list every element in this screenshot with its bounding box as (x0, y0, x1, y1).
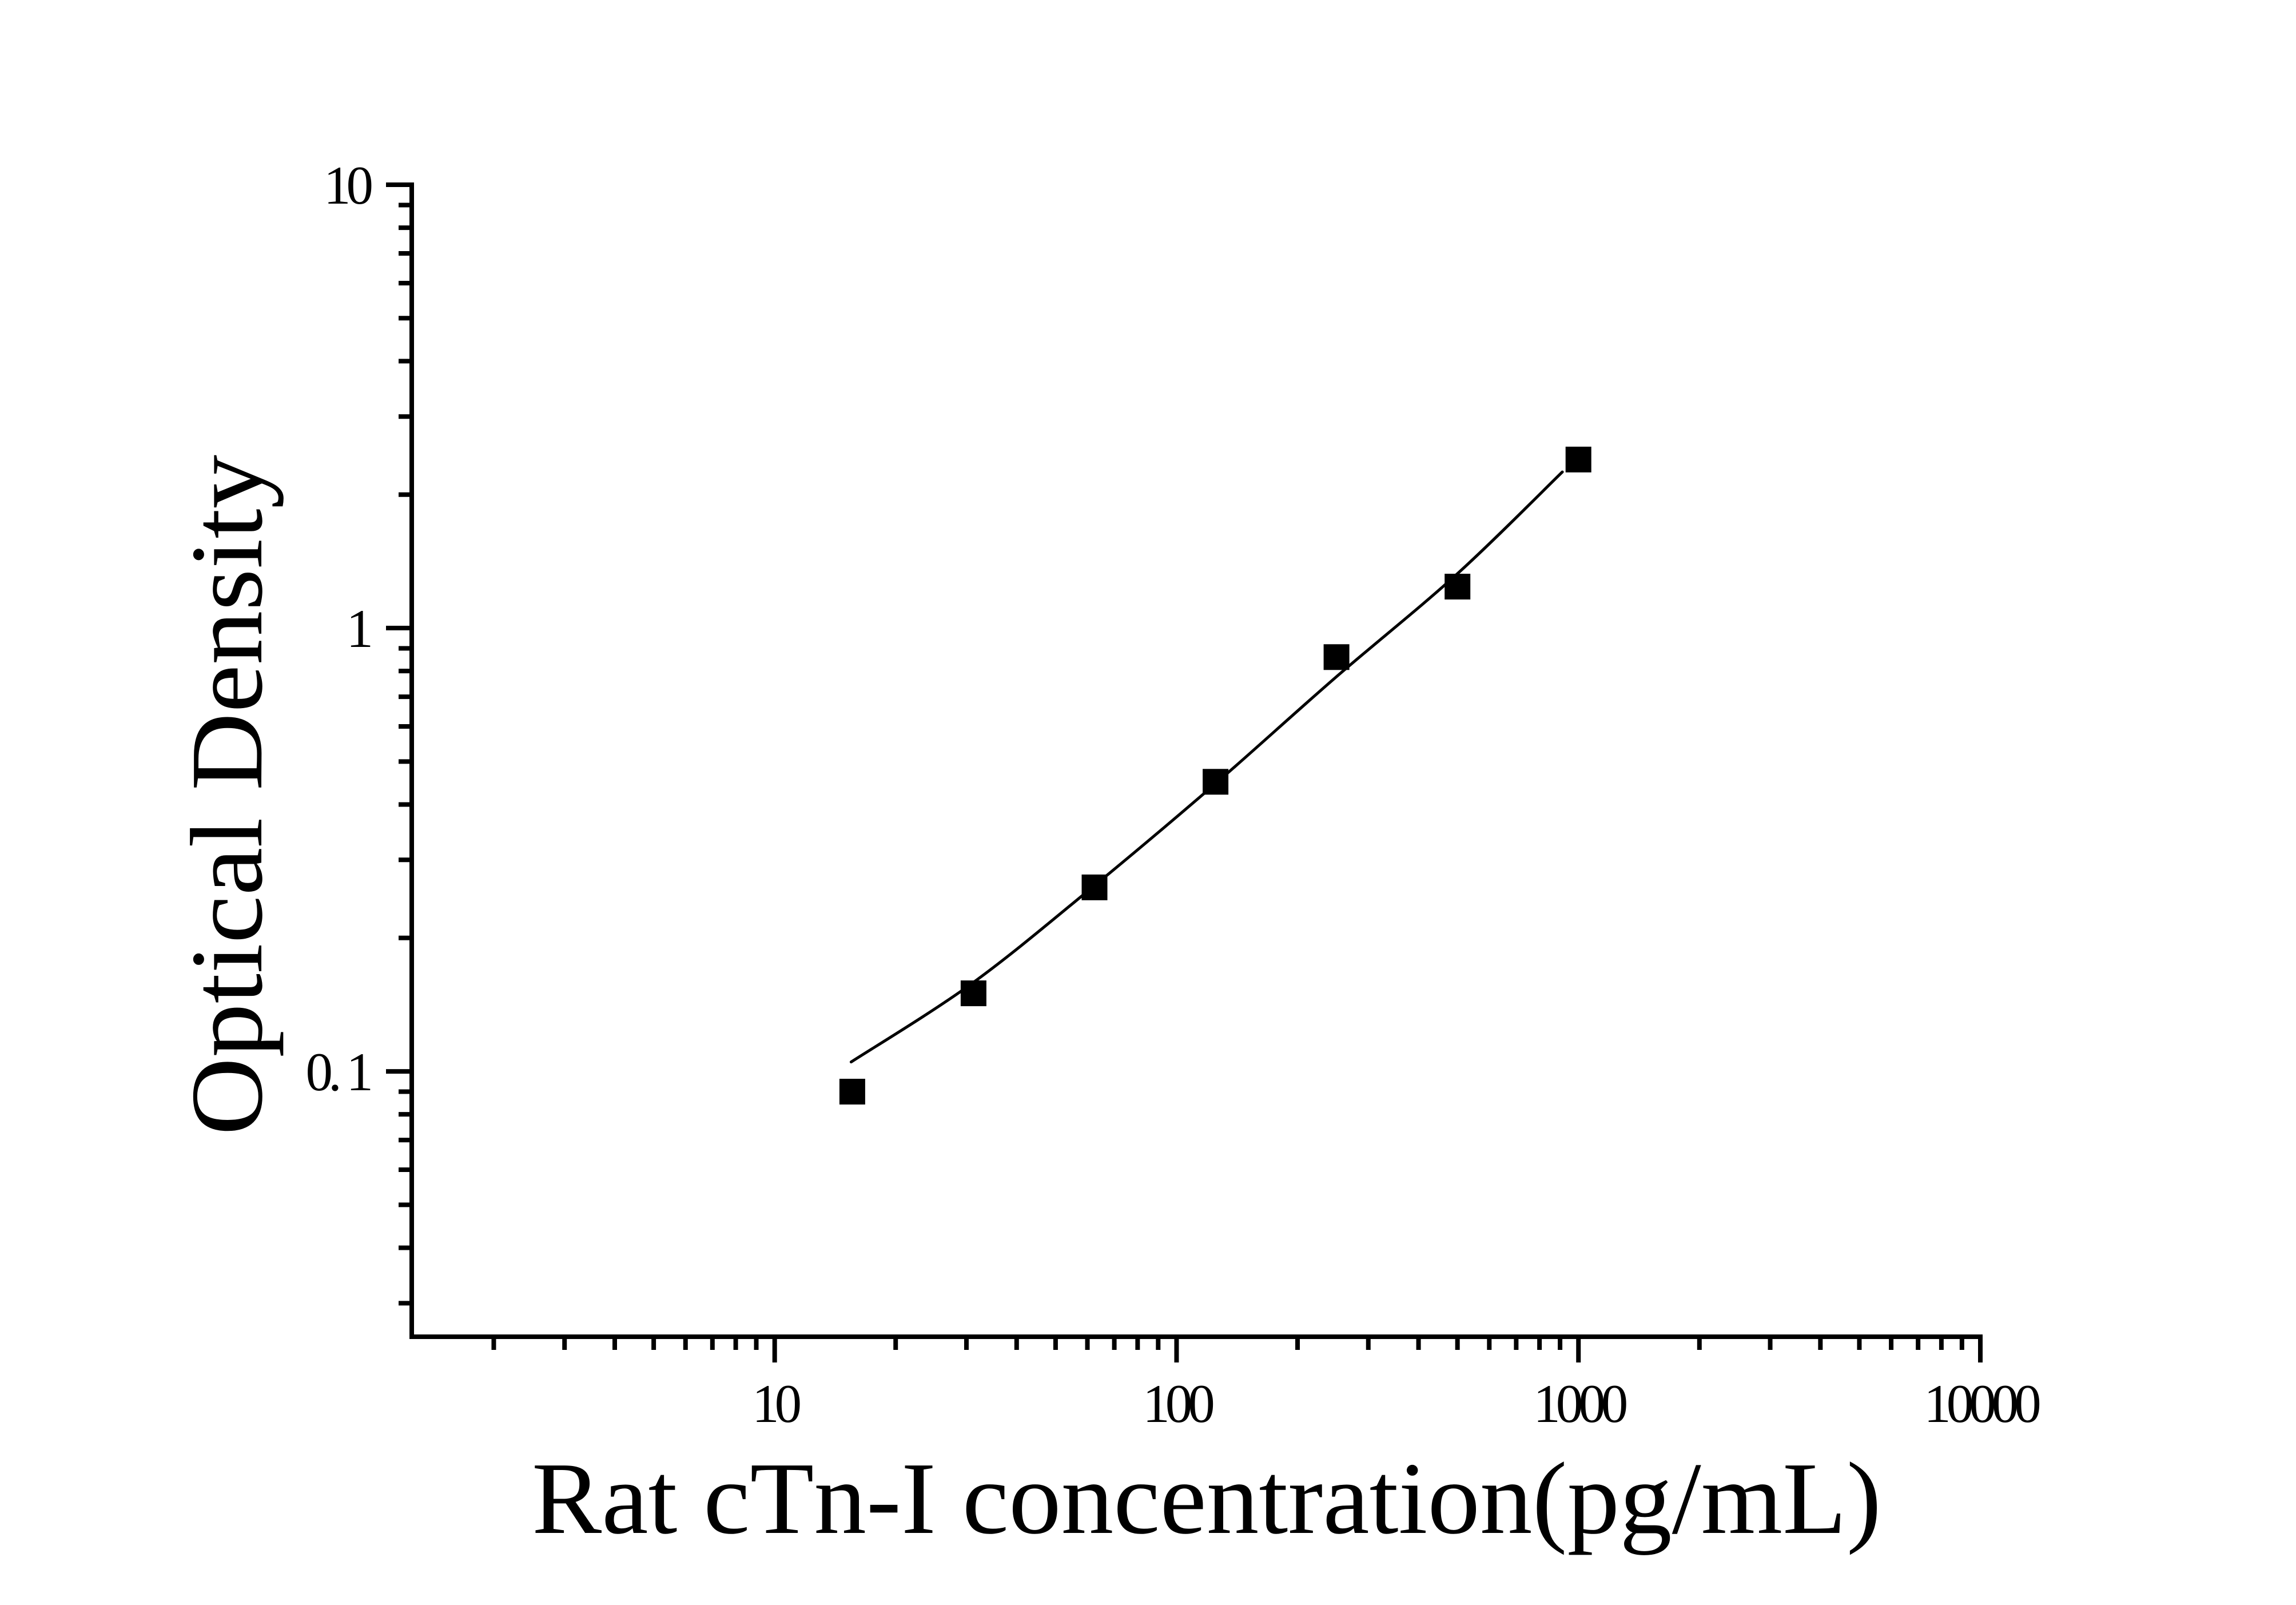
x-axis-tick-labels: 10 100 1000 10000 (752, 1373, 2044, 1434)
x-axis-major-ticks (772, 1337, 1983, 1362)
y-axis-tick-label: 0. 1 (306, 1042, 371, 1102)
axes-frame (409, 182, 1983, 1339)
data-point (960, 980, 986, 1007)
data-point (839, 1079, 865, 1105)
y-axis-title: Optical Density (170, 455, 284, 1135)
y-axis-minor-ticks (399, 202, 412, 1306)
standard-curve-line (849, 470, 1564, 1064)
x-axis-title: Rat cTn-I concentration(pg/mL) (532, 1441, 1881, 1555)
data-point (1203, 769, 1229, 795)
data-point-markers (839, 446, 1591, 1105)
x-axis-tick-label: 10000 (1924, 1373, 2039, 1434)
data-point (1323, 644, 1350, 670)
y-axis-major-ticks (386, 182, 412, 1074)
data-point (1081, 874, 1108, 900)
x-axis-tick-label: 100 (1143, 1373, 1213, 1434)
x-axis-tick-label: 1000 (1533, 1373, 1626, 1434)
data-point (1445, 574, 1471, 600)
plot-area: 10 100 1000 10000 10 1 0. 1 (306, 155, 2044, 1434)
y-axis-tick-label: 1 (347, 598, 371, 659)
x-axis-minor-ticks (491, 1337, 1964, 1350)
x-axis-tick-label: 10 (752, 1373, 800, 1434)
y-axis-tick-labels: 10 1 0. 1 (306, 155, 376, 1102)
y-axis-tick-label: 10 (324, 155, 372, 216)
data-point (1565, 446, 1591, 472)
